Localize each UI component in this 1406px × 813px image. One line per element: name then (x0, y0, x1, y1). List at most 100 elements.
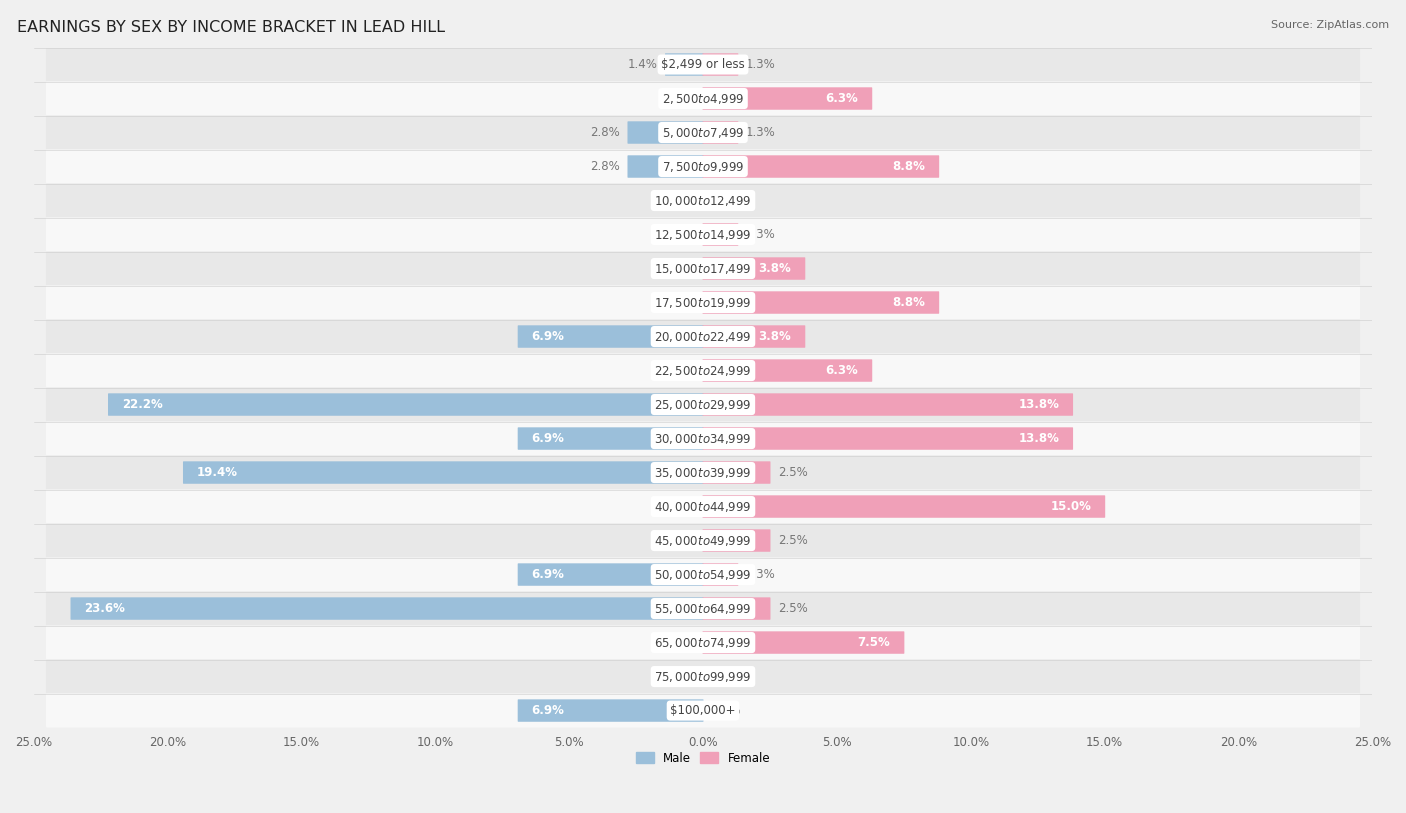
FancyBboxPatch shape (703, 291, 939, 314)
Text: $30,000 to $34,999: $30,000 to $34,999 (654, 432, 752, 446)
Text: 15.0%: 15.0% (1050, 500, 1091, 513)
Legend: Male, Female: Male, Female (631, 747, 775, 769)
FancyBboxPatch shape (46, 47, 1360, 81)
Text: 19.4%: 19.4% (197, 466, 238, 479)
Text: 6.9%: 6.9% (531, 568, 564, 581)
FancyBboxPatch shape (46, 558, 1360, 592)
FancyBboxPatch shape (703, 87, 872, 110)
Text: 1.4%: 1.4% (627, 58, 658, 71)
Text: 8.8%: 8.8% (893, 160, 925, 173)
Text: 13.8%: 13.8% (1018, 398, 1059, 411)
Text: 0.0%: 0.0% (665, 636, 695, 649)
FancyBboxPatch shape (517, 325, 703, 348)
Text: 0.0%: 0.0% (665, 364, 695, 377)
FancyBboxPatch shape (703, 155, 939, 178)
FancyBboxPatch shape (703, 54, 738, 76)
Text: 2.8%: 2.8% (591, 160, 620, 173)
FancyBboxPatch shape (46, 455, 1360, 489)
Text: 1.3%: 1.3% (745, 126, 776, 139)
Text: 0.0%: 0.0% (711, 704, 741, 717)
Text: 2.5%: 2.5% (778, 602, 807, 615)
Text: $22,500 to $24,999: $22,500 to $24,999 (654, 363, 752, 377)
FancyBboxPatch shape (703, 598, 770, 620)
FancyBboxPatch shape (703, 393, 1073, 415)
FancyBboxPatch shape (46, 489, 1360, 524)
Text: 6.3%: 6.3% (825, 92, 858, 105)
FancyBboxPatch shape (46, 184, 1360, 218)
Text: 6.9%: 6.9% (531, 432, 564, 445)
FancyBboxPatch shape (46, 218, 1360, 251)
Text: $20,000 to $22,499: $20,000 to $22,499 (654, 329, 752, 344)
Text: $25,000 to $29,999: $25,000 to $29,999 (654, 398, 752, 411)
Text: 13.8%: 13.8% (1018, 432, 1059, 445)
Text: 23.6%: 23.6% (84, 602, 125, 615)
Text: 0.0%: 0.0% (711, 670, 741, 683)
Text: 2.8%: 2.8% (591, 126, 620, 139)
Text: 1.3%: 1.3% (745, 568, 776, 581)
FancyBboxPatch shape (46, 625, 1360, 659)
FancyBboxPatch shape (665, 54, 703, 76)
Text: $50,000 to $54,999: $50,000 to $54,999 (654, 567, 752, 581)
FancyBboxPatch shape (703, 257, 806, 280)
Text: $2,499 or less: $2,499 or less (661, 58, 745, 71)
Text: 0.0%: 0.0% (665, 670, 695, 683)
FancyBboxPatch shape (703, 495, 1105, 518)
Text: $55,000 to $64,999: $55,000 to $64,999 (654, 602, 752, 615)
FancyBboxPatch shape (46, 115, 1360, 150)
FancyBboxPatch shape (703, 428, 1073, 450)
Text: $2,500 to $4,999: $2,500 to $4,999 (662, 92, 744, 106)
Text: $17,500 to $19,999: $17,500 to $19,999 (654, 296, 752, 310)
FancyBboxPatch shape (703, 529, 770, 552)
FancyBboxPatch shape (703, 224, 738, 246)
FancyBboxPatch shape (108, 393, 703, 415)
Text: 6.9%: 6.9% (531, 704, 564, 717)
FancyBboxPatch shape (46, 81, 1360, 115)
Text: 0.0%: 0.0% (665, 228, 695, 241)
FancyBboxPatch shape (70, 598, 703, 620)
Text: $75,000 to $99,999: $75,000 to $99,999 (654, 670, 752, 684)
Text: 2.5%: 2.5% (778, 534, 807, 547)
FancyBboxPatch shape (46, 659, 1360, 693)
FancyBboxPatch shape (46, 422, 1360, 455)
Text: 8.8%: 8.8% (893, 296, 925, 309)
Text: 3.8%: 3.8% (759, 330, 792, 343)
FancyBboxPatch shape (46, 693, 1360, 728)
FancyBboxPatch shape (46, 592, 1360, 625)
Text: Source: ZipAtlas.com: Source: ZipAtlas.com (1271, 20, 1389, 30)
Text: $40,000 to $44,999: $40,000 to $44,999 (654, 499, 752, 514)
FancyBboxPatch shape (627, 121, 703, 144)
FancyBboxPatch shape (703, 121, 738, 144)
FancyBboxPatch shape (517, 428, 703, 450)
Text: $7,500 to $9,999: $7,500 to $9,999 (662, 159, 744, 173)
FancyBboxPatch shape (517, 563, 703, 586)
Text: $12,500 to $14,999: $12,500 to $14,999 (654, 228, 752, 241)
Text: $35,000 to $39,999: $35,000 to $39,999 (654, 466, 752, 480)
FancyBboxPatch shape (703, 359, 872, 382)
FancyBboxPatch shape (46, 285, 1360, 320)
Text: 1.3%: 1.3% (745, 58, 776, 71)
FancyBboxPatch shape (703, 563, 738, 586)
Text: 0.0%: 0.0% (665, 534, 695, 547)
FancyBboxPatch shape (703, 632, 904, 654)
FancyBboxPatch shape (703, 325, 806, 348)
Text: 7.5%: 7.5% (858, 636, 890, 649)
Text: 0.0%: 0.0% (665, 500, 695, 513)
Text: 0.0%: 0.0% (665, 262, 695, 275)
FancyBboxPatch shape (46, 251, 1360, 285)
FancyBboxPatch shape (46, 150, 1360, 184)
Text: 6.9%: 6.9% (531, 330, 564, 343)
FancyBboxPatch shape (46, 320, 1360, 354)
Text: $65,000 to $74,999: $65,000 to $74,999 (654, 636, 752, 650)
Text: $10,000 to $12,499: $10,000 to $12,499 (654, 193, 752, 207)
Text: 1.3%: 1.3% (745, 228, 776, 241)
Text: $100,000+: $100,000+ (671, 704, 735, 717)
FancyBboxPatch shape (46, 354, 1360, 388)
Text: $45,000 to $49,999: $45,000 to $49,999 (654, 533, 752, 547)
Text: 0.0%: 0.0% (665, 92, 695, 105)
Text: 6.3%: 6.3% (825, 364, 858, 377)
Text: $5,000 to $7,499: $5,000 to $7,499 (662, 125, 744, 140)
Text: 2.5%: 2.5% (778, 466, 807, 479)
Text: 0.0%: 0.0% (665, 194, 695, 207)
Text: EARNINGS BY SEX BY INCOME BRACKET IN LEAD HILL: EARNINGS BY SEX BY INCOME BRACKET IN LEA… (17, 20, 444, 35)
FancyBboxPatch shape (517, 699, 703, 722)
